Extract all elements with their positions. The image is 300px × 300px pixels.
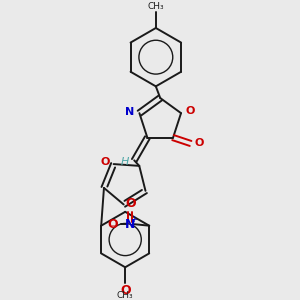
Text: N: N xyxy=(125,107,135,117)
Text: O: O xyxy=(185,106,194,116)
Text: ⁻: ⁻ xyxy=(110,223,115,233)
Text: N: N xyxy=(125,218,135,231)
Text: CH₃: CH₃ xyxy=(117,292,134,300)
Text: O: O xyxy=(125,196,136,210)
Text: O: O xyxy=(100,157,110,167)
Text: O: O xyxy=(107,218,118,231)
Text: CH₃: CH₃ xyxy=(148,2,164,11)
Text: H: H xyxy=(121,157,129,167)
Text: O: O xyxy=(194,138,203,148)
Text: +: + xyxy=(130,215,137,224)
Text: O: O xyxy=(120,284,130,298)
